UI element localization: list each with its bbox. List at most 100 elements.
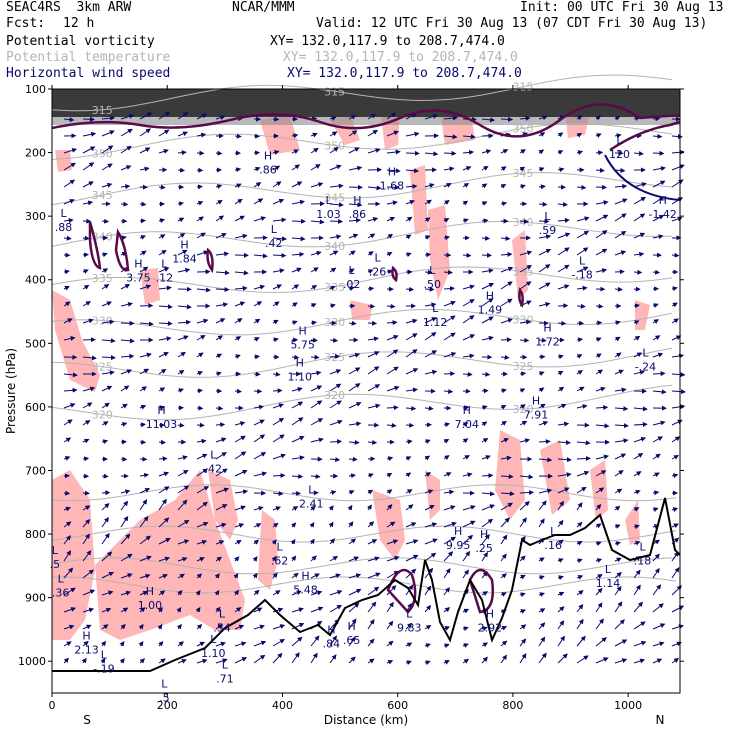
wind-vector-219 [177,470,189,477]
wind-vector-538 [367,286,375,292]
wind-vector-223 [177,539,190,545]
wind-vector-540 [367,320,378,326]
shaded-region-1 [52,470,95,640]
wind-vector-116 [120,403,128,409]
extremum-kind-42: L [605,563,612,576]
wind-vector-849 [538,518,545,528]
wind-vector-930 [595,214,609,222]
wind-vector-36 [82,162,95,171]
wind-vector-637 [424,286,435,292]
wind-vector-114 [120,369,133,375]
wind-vector-403 [291,236,306,242]
wind-vector-87 [101,473,109,479]
wind-vector-636 [424,269,433,275]
wind-vector-556 [367,586,380,596]
wind-vector-581 [386,456,394,462]
shaded-region-0 [52,290,100,392]
wind-vector-656 [424,604,432,613]
wind-vector-204 [177,217,185,223]
wind-vector-269 [215,199,223,205]
wind-vector-785 [500,553,507,562]
wind-vector-437 [310,250,322,256]
wind-vector-588 [386,570,400,579]
south-end-label: S [83,713,91,727]
theta-contour-low-1 [51,525,677,543]
wind-vector-526 [348,636,356,647]
wind-vector-84 [101,421,109,426]
wind-vector-428 [291,652,300,664]
wind-vector-767 [500,251,513,257]
wind-vector-967 [614,286,623,292]
wind-vector-997 [633,232,646,239]
wind-vector-213 [177,369,185,375]
y-tick-label-2: 300 [25,210,46,223]
extremum-value-17: 5.75 [290,338,315,351]
wind-vector-969 [614,320,621,326]
wind-vector-475 [329,337,339,343]
wind-vector-480 [329,419,343,426]
wind-vector-125 [120,553,133,562]
extremum-kind-25: H [454,525,462,538]
pv-contour-0 [51,103,681,138]
wind-vector-180 [158,368,167,375]
wind-vector-348 [253,419,265,426]
wind-vector-165 [158,111,171,120]
wind-vector-573 [386,320,398,326]
wind-vector-271 [215,233,227,239]
wind-vector-224 [177,557,188,562]
wind-vector-929 [595,200,609,206]
wind-vector-463 [329,131,338,137]
wind-vector-417 [291,473,304,479]
wind-vector-104 [120,201,129,207]
wind-vector-950 [595,558,603,563]
wind-vector-942 [595,423,610,429]
wind-vector-536 [367,251,374,257]
wind-vector-593 [386,659,394,665]
wind-vector-582 [386,473,393,478]
wind-vector-590 [386,601,394,613]
theta-label-350-2: 350 [513,122,534,135]
wind-vector-398 [291,149,299,154]
wind-vector-62 [82,607,95,613]
wind-vector-340 [253,284,266,290]
wind-vector-523 [348,588,362,596]
wind-vector-802 [519,281,532,290]
extremum-value-6: 1.68 [380,180,405,193]
wind-vector-11 [63,301,71,307]
wind-vector-1022 [633,658,646,664]
wind-vector-682 [443,489,455,495]
wind-vector-236 [196,200,204,206]
extremum-value-3: 1.84 [172,253,197,266]
wind-vector-632 [424,199,432,205]
extremum-kind-12: L [544,210,551,223]
wind-vector-624 [405,622,413,630]
wind-vector-712 [462,438,469,444]
wind-vector-69 [101,163,113,171]
extremum-value-33: .36 [52,586,70,599]
extremum-kind-0: L [60,207,67,220]
wind-vector-252 [196,468,208,477]
wind-vector-445 [310,385,323,392]
wind-vector-137 [139,201,147,207]
wind-vector-718 [462,534,474,545]
wind-vector-243 [196,318,209,324]
wind-vector-545 [367,403,381,409]
wind-vector-901 [576,285,588,291]
wind-vector-394 [272,638,285,647]
wind-vector-601 [405,234,412,240]
wind-vector-938 [595,353,602,359]
wind-vector-735 [481,268,494,274]
wind-vector-1039 [652,389,667,395]
extremum-kind-36: L [101,649,108,662]
theta-label-340-2: 340 [513,216,534,229]
wind-vector-357 [252,572,258,579]
wind-vector-388 [271,539,277,545]
wind-vector-282 [215,422,226,428]
wind-vector-918 [576,575,584,580]
wind-vector-859 [557,132,564,138]
wind-vector-498 [348,165,363,171]
wind-vector-881 [557,500,564,511]
wind-vector-1079 [671,507,679,512]
wind-vector-764 [500,201,508,207]
wind-vector-602 [405,252,412,258]
